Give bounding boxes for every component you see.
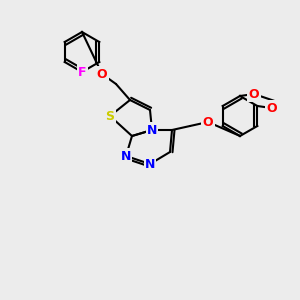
Text: O: O	[97, 68, 107, 80]
Text: O: O	[203, 116, 213, 128]
Text: O: O	[266, 101, 277, 115]
Text: N: N	[121, 149, 131, 163]
Text: O: O	[249, 88, 259, 100]
Text: N: N	[147, 124, 157, 136]
Text: F: F	[78, 65, 86, 79]
Text: S: S	[106, 110, 115, 122]
Text: N: N	[145, 158, 155, 170]
